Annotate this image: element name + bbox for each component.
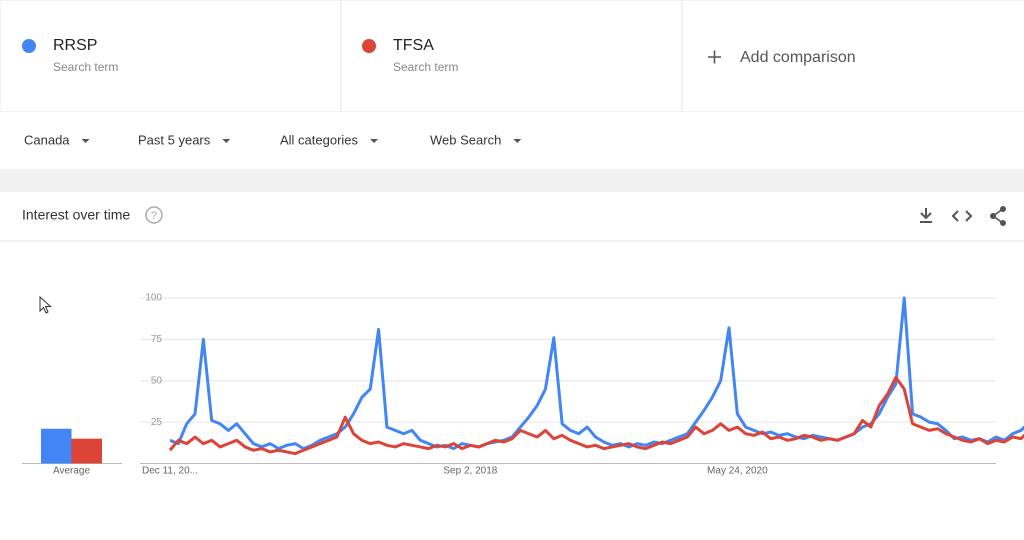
series-line [169, 296, 1024, 451]
filter-dropdown[interactable]: All categories [280, 132, 359, 147]
term-card[interactable] [342, 1, 681, 111]
x-tick-label: Sep 2, 2018 [443, 466, 497, 477]
filter-dropdown[interactable]: Canada [24, 132, 70, 147]
term-name: TFSA [393, 37, 434, 54]
filter-dropdown[interactable]: Web Search [430, 132, 501, 147]
x-tick-label: Average [53, 466, 91, 477]
plus-icon [708, 50, 721, 64]
dropdown-arrow [370, 139, 379, 143]
average-bar [71, 438, 102, 464]
x-tick-label: Dec 11, 20... [142, 466, 198, 477]
share-icon[interactable] [990, 206, 1006, 226]
panel [0, 192, 1024, 540]
term-card[interactable] [1, 1, 340, 111]
share-node [1000, 220, 1006, 226]
cursor [39, 295, 52, 314]
y-tick-label: 25 [151, 417, 163, 428]
dropdown-arrow [513, 139, 522, 143]
term-subtitle: Search term [393, 60, 458, 74]
download-icon[interactable] [920, 208, 932, 223]
panel-title: Interest over time [22, 207, 130, 223]
y-tick-label: 50 [151, 375, 163, 386]
dropdown-arrow [222, 139, 231, 143]
term-dot [362, 39, 376, 53]
help-icon[interactable]: ? [145, 206, 163, 224]
help-circle [145, 206, 163, 224]
share-node [990, 213, 996, 219]
filter-dropdown[interactable]: Past 5 years [138, 132, 211, 147]
add-comparison[interactable]: Add comparison [740, 49, 856, 66]
help-glyph: ? [151, 210, 157, 222]
y-tick-label: 75 [151, 334, 163, 345]
term-subtitle: Search term [53, 60, 118, 74]
term-name: RRSP [53, 37, 97, 54]
share-node [1000, 206, 1006, 212]
series-line [168, 375, 1024, 456]
add-card[interactable] [683, 1, 1024, 111]
filter-bar [0, 112, 1024, 169]
x-tick-label: May 24, 2020 [707, 466, 768, 477]
y-tick-label: 100 [145, 293, 162, 304]
average-bar [41, 428, 72, 464]
embed-icon[interactable] [951, 210, 973, 222]
term-dot [22, 39, 36, 53]
dropdown-arrow [81, 139, 90, 143]
